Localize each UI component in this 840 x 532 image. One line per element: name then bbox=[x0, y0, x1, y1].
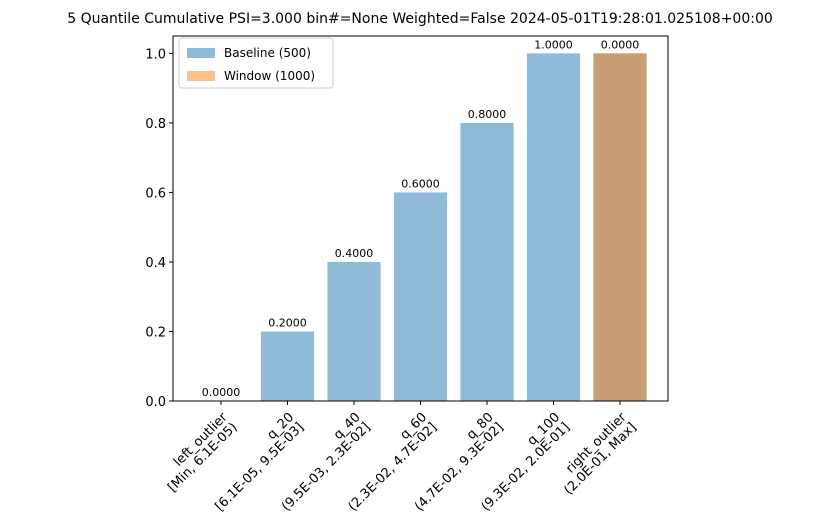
x-tick-label: left_outlier[Min, 6.1E-05) bbox=[155, 409, 241, 495]
y-tick-label: 1.0 bbox=[145, 47, 166, 62]
axes-frame bbox=[172, 35, 669, 402]
legend-swatch bbox=[187, 71, 215, 81]
y-tick-label: 0.6 bbox=[145, 186, 166, 201]
y-tick-label: 0.0 bbox=[145, 395, 166, 410]
y-tick-label: 0.2 bbox=[145, 325, 166, 340]
bar bbox=[327, 261, 381, 401]
bar-label: 0.8000 bbox=[468, 108, 507, 121]
legend-label: Baseline (500) bbox=[224, 46, 311, 60]
bar bbox=[393, 192, 448, 401]
y-tick-label: 0.8 bbox=[145, 117, 166, 132]
bar-label: 0.4000 bbox=[335, 247, 374, 260]
chart-title: 5 Quantile Cumulative PSI=3.000 bin#=Non… bbox=[67, 11, 773, 27]
bar bbox=[460, 122, 514, 402]
bar-label: 0.0000 bbox=[202, 386, 241, 399]
legend-swatch bbox=[187, 48, 215, 58]
bar-label: 0.2000 bbox=[268, 316, 307, 329]
bar bbox=[593, 53, 647, 401]
bar-label: 0.6000 bbox=[401, 177, 440, 190]
y-tick-label: 0.4 bbox=[145, 256, 166, 271]
legend-label: Window (1000) bbox=[224, 69, 315, 83]
legend-box bbox=[178, 37, 334, 89]
x-tick-label-group: left_outlier[Min, 6.1E-05) bbox=[155, 409, 241, 495]
bar bbox=[526, 53, 581, 401]
bar bbox=[260, 331, 315, 401]
bar-label: 0.0000 bbox=[601, 38, 640, 51]
bar-label: 1.0000 bbox=[534, 38, 573, 51]
